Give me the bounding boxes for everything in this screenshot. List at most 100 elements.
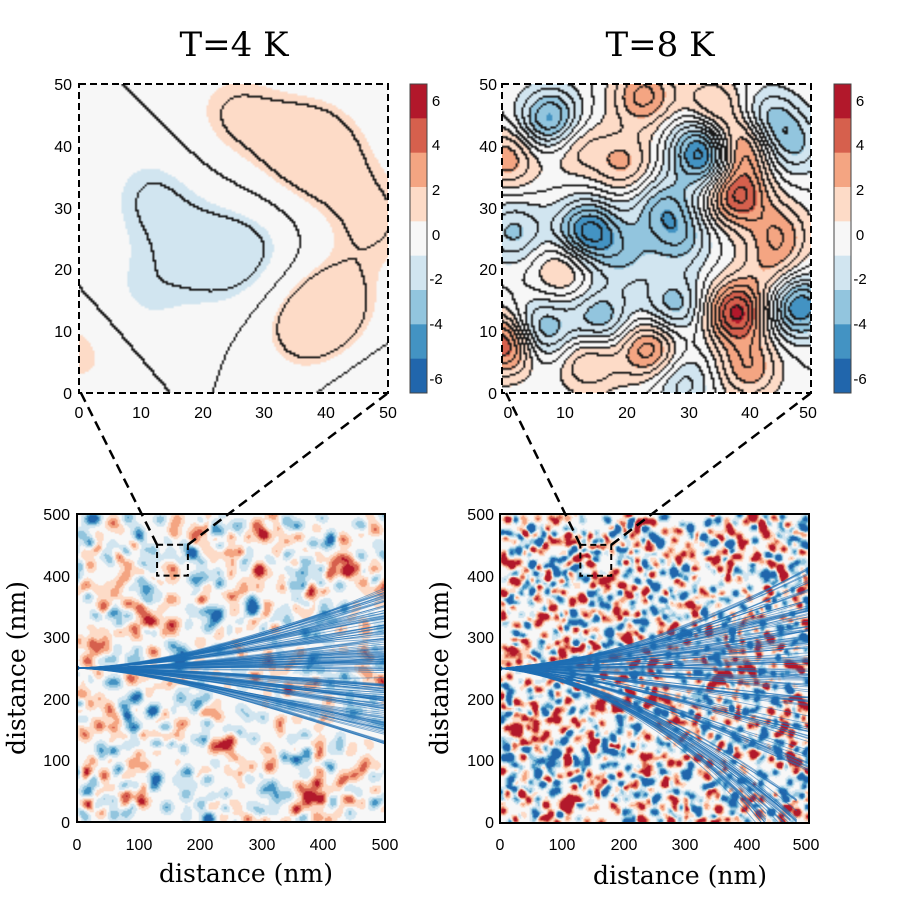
colorbar-tick-label: 2 [856,182,864,199]
colorbar-swatch [410,118,427,154]
x-tick-label: 100 [549,837,576,854]
x-tick-label: 10 [132,405,150,422]
y-tick-labels-flow-4k: 0 100 200 300 400 500 [43,507,70,832]
zoom-connector-left-4k [79,392,159,546]
y-tick-label: 10 [479,324,497,341]
x-tick-label: 400 [310,837,337,854]
y-tick-label: 400 [467,569,494,586]
zoom-frame-8k [501,83,812,394]
x-tick-label: 300 [672,837,699,854]
flow-branch [500,668,786,823]
y-tick-labels-4k: 0 10 20 30 40 50 [54,77,72,403]
x-tick-labels-4k: 0 10 20 30 40 50 [75,405,397,422]
y-tick-label: 20 [54,262,72,279]
electron-branches-4k [77,587,385,745]
colorbar-swatch [834,358,851,394]
contour-panel-8k: T=8 K 0 10 20 30 40 50 0 10 20 30 40 50 … [479,25,866,422]
colorbar-frame [833,83,852,394]
y-tick-label: 30 [479,201,497,218]
colorbar-tick-label: 2 [432,182,440,199]
zoom-region-box-4k [156,543,189,577]
y-tick-labels-8k: 0 10 20 30 40 50 [479,77,497,403]
colorbar-swatch [834,324,851,360]
colorbar-swatch [410,221,427,257]
flow-branch [77,667,385,670]
x-tick-label: 0 [496,837,505,854]
flow-branch [500,668,791,815]
zoom-connector-right-4k [187,392,389,546]
contour-map-4k [79,84,388,393]
y-tick-label: 50 [54,77,72,94]
y-tick-label: 30 [54,201,72,218]
plot-frame-8k [499,513,810,824]
panel-title-8k: T=8 K [605,25,715,65]
y-tick-label: 0 [485,815,494,832]
x-tick-label: 30 [255,405,273,422]
flow-branch [500,668,809,703]
x-tick-label: 0 [75,405,84,422]
colorbar-swatch [410,358,427,394]
y-tick-label: 50 [479,77,497,94]
zoom-connector-left-8k [504,392,582,546]
contour-map-8k [502,84,811,393]
y-tick-label: 500 [467,507,494,524]
x-tick-label: 200 [611,837,638,854]
x-axis-label-4k: distance (nm) [159,859,333,888]
zoom-frame-4k [78,83,389,394]
y-tick-label: 400 [43,569,70,586]
colorbar-swatch [834,290,851,325]
x-tick-labels-flow-8k: 0 100 200 300 400 500 [496,837,820,854]
y-tick-label: 300 [467,630,494,647]
colorbar-swatch [410,290,427,325]
y-tick-label: 10 [54,324,72,341]
colorbar-swatch [410,84,427,119]
y-tick-label: 200 [467,692,494,709]
colorbar-8k [833,83,852,394]
y-tick-label: 100 [467,753,494,770]
x-tick-label: 30 [680,405,698,422]
x-tick-label: 20 [194,405,212,422]
colorbar-tick-labels-4k: 6 4 2 0 -2 -4 -6 [429,93,442,388]
flow-panel-8k: 0 100 200 300 400 500 0 100 200 300 400 … [425,392,820,890]
x-tick-label: 500 [793,837,820,854]
x-tick-label: 40 [317,405,335,422]
x-tick-label: 200 [187,837,214,854]
contour-panel-4k: T=4 K 0 10 20 30 40 50 0 10 20 30 40 50 … [54,25,442,422]
x-tick-label: 20 [618,405,636,422]
x-tick-label: 300 [249,837,276,854]
zoom-region-box-8k [579,543,613,577]
colorbar-tick-label: 6 [856,93,864,110]
y-tick-label: 40 [479,139,497,156]
colorbar-tick-label: -4 [853,316,866,333]
y-tick-label: 40 [54,139,72,156]
flow-branch [500,668,809,725]
y-tick-label: 500 [43,507,70,524]
panel-title-4k: T=4 K [179,25,289,65]
y-axis-label-4k: distance (nm) [2,581,31,755]
x-tick-label: 500 [372,837,399,854]
colorbar-swatch [410,152,427,188]
y-tick-label: 300 [43,630,70,647]
colorbar-tick-label: 6 [432,93,440,110]
x-tick-label: 400 [734,837,761,854]
flow-branch [77,667,385,730]
x-tick-label: 50 [379,405,397,422]
flow-branch [500,668,809,772]
y-tick-label: 20 [479,262,497,279]
electron-branches-8k [500,566,809,823]
colorbar-swatch [834,221,851,257]
colorbar-4k [409,83,428,394]
colorbar-swatch [410,324,427,360]
colorbar-frame [409,83,428,394]
colorbar-swatch [834,255,851,291]
colorbar-tick-label: 4 [432,137,440,154]
flow-branch [77,625,385,669]
colorbar-tick-label: -6 [853,371,866,388]
flow-panel-4k: 0 100 200 300 400 500 0 100 200 300 400 … [2,392,399,888]
x-tick-labels-flow-4k: 0 100 200 300 400 500 [73,837,399,854]
flow-branch [500,668,809,691]
zoom-connector-right-8k [610,392,812,546]
x-tick-label: 50 [799,405,817,422]
colorbar-swatch [834,84,851,119]
